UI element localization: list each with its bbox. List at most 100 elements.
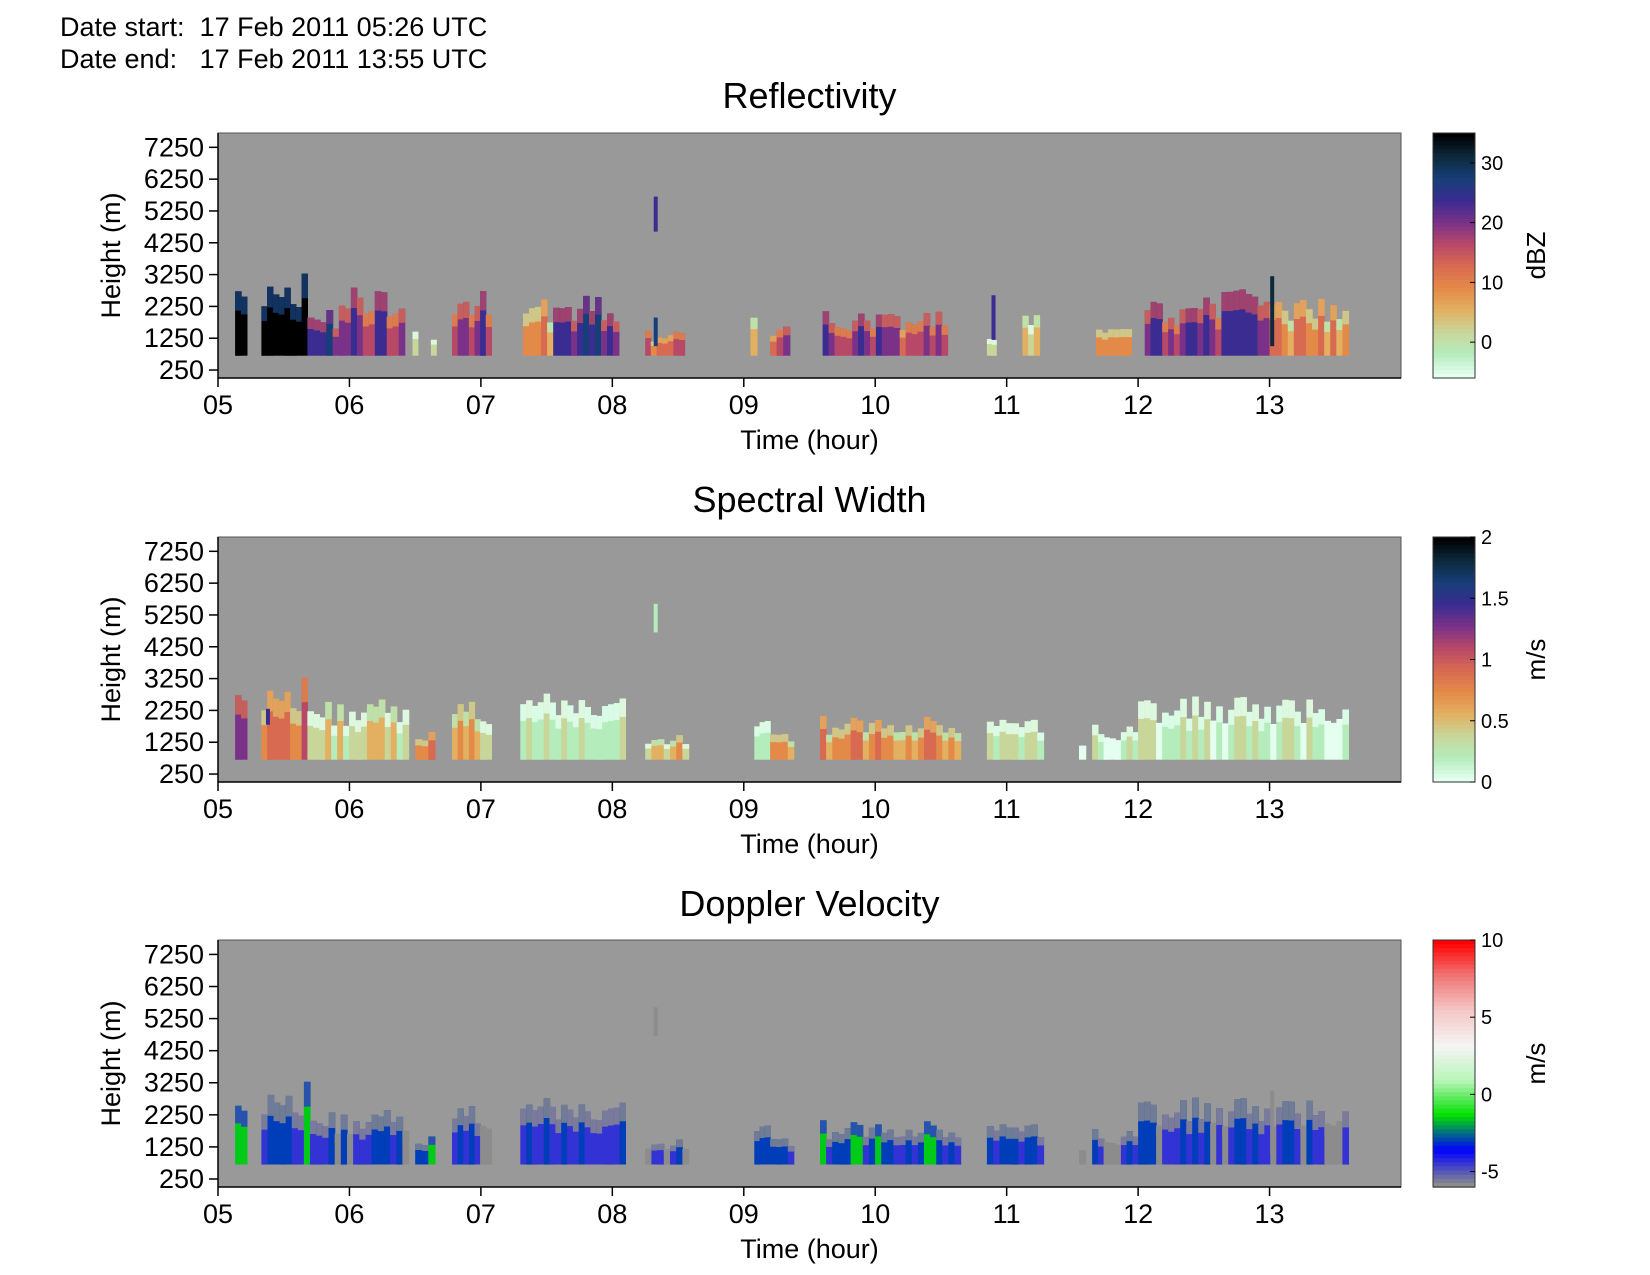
echo-fringe [1293,303,1301,319]
colorbar-cell [1433,1092,1475,1098]
echo-fringe [290,708,297,724]
x-tick-label: 07 [466,794,496,824]
colorbar-cell [1433,1038,1475,1044]
echo-column [850,717,858,760]
echo-column [1282,699,1289,760]
echo-column [868,1127,876,1165]
echo-column [537,702,545,760]
colorbar-cell [1433,365,1475,371]
echo-column [754,1131,761,1165]
echo-fringe [858,313,865,327]
echo-column [1281,310,1289,356]
echo-column [313,319,321,356]
echo-fringe [380,292,388,312]
colorbar-cell [1433,284,1475,289]
echo-column [584,707,591,760]
echo-fringe [1246,1113,1253,1130]
echo-column [1234,1099,1241,1165]
echo-fringe [781,1138,789,1147]
echo-fringe [372,706,380,723]
echo-column [278,701,285,760]
chart-title: Spectral Width [692,479,926,520]
echo-column [770,335,778,356]
echo-column [278,297,285,356]
echo-fringe [543,1098,551,1118]
echo-fringe [1174,710,1181,726]
echo-column [480,291,487,356]
echo-column [1126,726,1133,760]
echo-fringe [656,337,663,343]
echo-column [290,708,297,760]
echo-column [596,715,603,760]
echo-column [858,313,865,356]
echo-fringe [421,740,429,747]
echo-fringe [662,338,669,344]
echo-fringe [1342,709,1349,725]
echo-fringe [1018,727,1026,737]
echo-fringe [398,308,406,323]
echo-column [338,305,346,356]
colorbar-cell [1433,737,1475,742]
colorbar-cell [1433,288,1475,294]
echo-fringe [561,700,568,719]
echo-column [1024,1125,1032,1165]
colorbar-cell [1433,182,1475,187]
echo-fringe [361,712,368,727]
echo-fringe [316,1123,323,1136]
colorbar-cell [1433,545,1475,551]
echo-fringe [485,724,492,735]
echo-column [1288,700,1295,760]
echo-column [1028,325,1035,356]
echo-column [480,721,487,760]
echo-fringe [365,1122,373,1135]
echo-fringe [278,297,285,315]
echo-column [676,1139,683,1165]
colorbar-cell [1433,655,1475,661]
echo-column [993,726,1001,760]
y-axis-label: Height (m) [96,596,126,722]
echo-column [267,690,274,760]
echo-column [1228,709,1235,760]
echo-fringe [682,1148,690,1154]
echo-column [553,307,560,356]
echo-fringe [929,326,937,336]
x-tick-label: 05 [203,390,233,420]
echo-column [1227,291,1234,356]
echo-fringe [868,723,876,734]
echo-column [326,310,334,356]
echo-column [1024,721,1032,760]
colorbar-cell [1433,952,1475,958]
echo-column [1097,734,1105,760]
echo-column [589,311,596,356]
echo-fringe [347,1134,354,1144]
echo-fringe [986,721,994,734]
echo-column [1342,310,1350,356]
echo-column [474,1123,481,1165]
colorbar-cell [1433,345,1475,351]
echo-column [572,1117,580,1165]
echo-spike [653,196,658,232]
echo-fringe [1198,1119,1205,1133]
echo-fringe [340,1114,348,1130]
echo-fringe [1215,318,1222,330]
echo-fringe [1270,724,1277,735]
x-tick-label: 10 [860,794,890,824]
echo-fringe [1125,329,1133,338]
echo-fringe [328,1112,336,1128]
colorbar-cell [1433,569,1475,575]
echo-column [578,1104,586,1165]
echo-fringe [1324,1123,1331,1136]
colorbar-cell [1433,198,1475,204]
colorbar-cell [1433,769,1475,775]
colorbar-cell [1433,173,1475,179]
colorbar-cell [1433,573,1475,579]
echo-fringe [856,1124,864,1137]
echo-column [235,291,242,356]
echo-column [1318,298,1325,356]
echo-fringe [332,328,340,337]
echo-fringe [822,311,830,325]
echo-fringe [430,339,437,345]
echo-column [986,339,993,356]
echo-column [1113,329,1121,356]
colorbar-cell [1433,153,1475,159]
